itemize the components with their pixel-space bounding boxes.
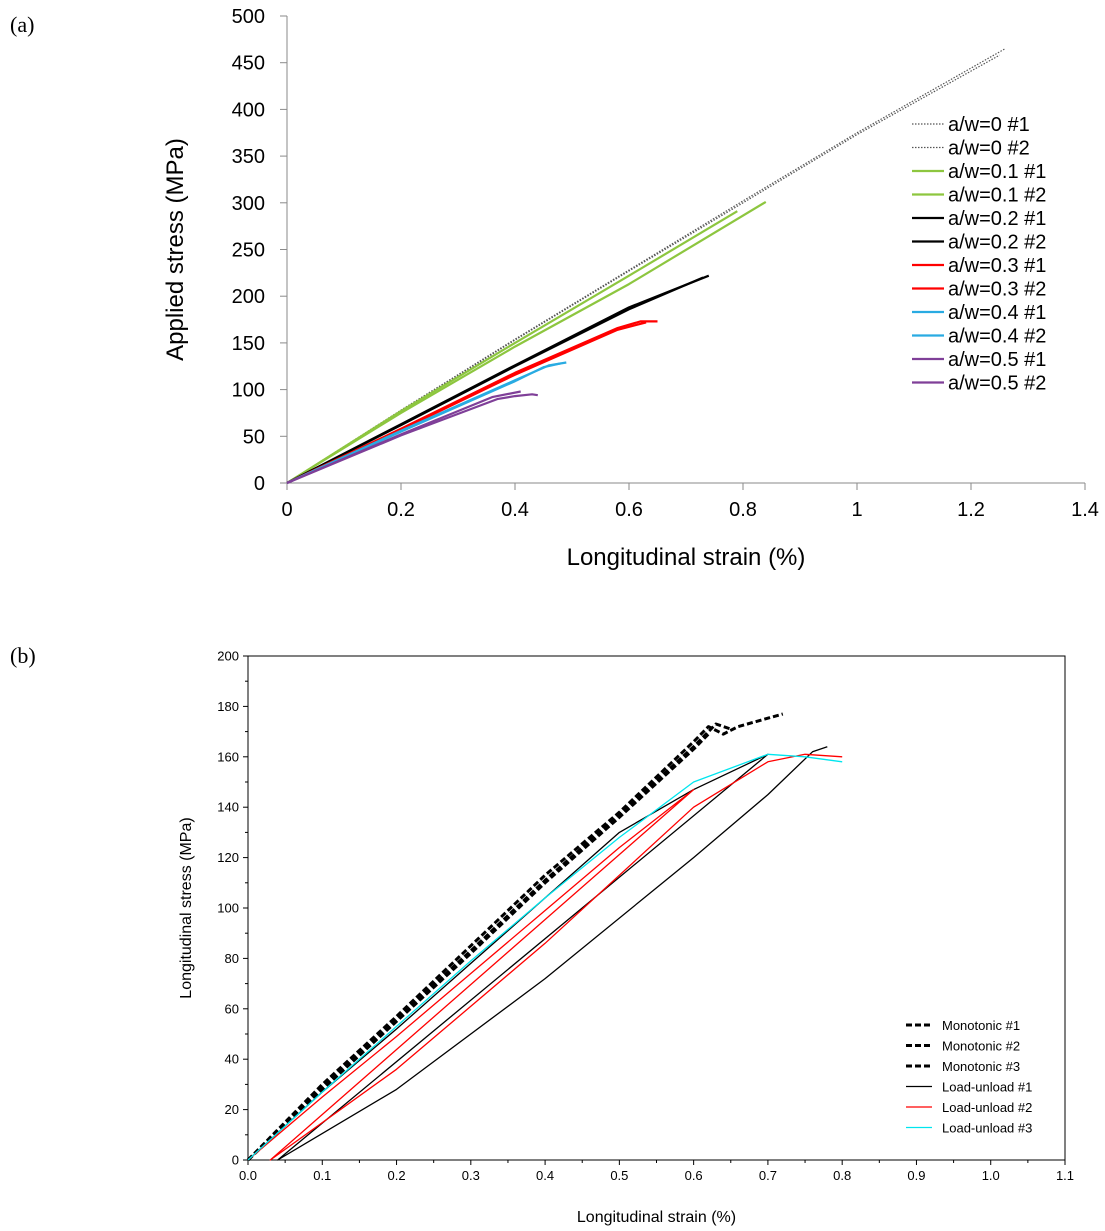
legend-label: a/w=0.3 #2 (948, 279, 1046, 301)
legend-label: Monotonic #1 (942, 1018, 1020, 1033)
series-line-3 (246, 733, 710, 1162)
x-tick-label: 1.1 (1056, 1168, 1074, 1183)
series-line-6 (247, 753, 843, 1161)
y-tick-label: 400 (232, 99, 265, 121)
panel-a-label: (a) (10, 12, 35, 37)
x-axis-title: Longitudinal strain (%) (577, 1209, 736, 1226)
legend-label: Load-unload #2 (942, 1100, 1032, 1115)
x-tick-label: 0.7 (759, 1168, 777, 1183)
y-tick-label: 180 (217, 699, 239, 714)
legend-label: a/w=0.3 #1 (948, 255, 1046, 277)
x-tick-label: 1.4 (1071, 499, 1099, 521)
legend-label: a/w=0 #1 (948, 114, 1030, 136)
y-axis-title: Longitudinal stress (MPa) (178, 817, 195, 998)
legend-label: Monotonic #3 (942, 1059, 1020, 1074)
y-axis-title: Applied stress (MPa) (162, 138, 189, 361)
y-tick-label: 350 (232, 146, 265, 168)
y-tick-label: 20 (225, 1102, 239, 1117)
y-tick-label: 150 (232, 333, 265, 355)
legend-label: Load-unload #3 (942, 1121, 1032, 1136)
x-tick-label: 0.4 (501, 499, 529, 521)
y-tick-label: 200 (232, 286, 265, 308)
legend-label: a/w=0.2 #2 (948, 232, 1046, 254)
series-line-6 (286, 276, 704, 484)
y-tick-label: 100 (217, 901, 239, 916)
x-tick-label: 0.8 (833, 1168, 851, 1183)
series-line-2 (286, 54, 1000, 484)
legend-label: a/w=0.5 #1 (948, 349, 1046, 371)
legend-label: a/w=0.2 #1 (948, 208, 1046, 230)
y-tick-label: 0 (232, 1153, 239, 1168)
series-line-5 (247, 753, 843, 1161)
y-tick-label: 500 (232, 6, 265, 28)
x-tick-label: 0.2 (387, 499, 415, 521)
series-line-4 (247, 746, 828, 1161)
series-line-1 (246, 712, 784, 1162)
y-tick-label: 160 (217, 749, 239, 764)
legend-label: a/w=0 #2 (948, 138, 1030, 160)
x-tick-label: 0.8 (729, 499, 757, 521)
x-tick-label: 0.3 (462, 1168, 480, 1183)
x-tick-label: 0.4 (536, 1168, 554, 1183)
x-tick-label: 0.5 (610, 1168, 628, 1183)
x-tick-label: 0.6 (615, 499, 643, 521)
x-tick-label: 0 (281, 499, 292, 521)
series-line-10 (286, 362, 561, 485)
legend-label: Load-unload #1 (942, 1080, 1032, 1095)
series-line-12 (286, 393, 538, 485)
x-tick-label: 0.1 (313, 1168, 331, 1183)
y-tick-label: 250 (232, 240, 265, 262)
y-tick-label: 300 (232, 193, 265, 215)
x-tick-label: 0.9 (907, 1168, 925, 1183)
x-tick-label: 0.0 (239, 1168, 257, 1183)
y-tick-label: 200 (217, 649, 239, 664)
y-tick-label: 450 (232, 53, 265, 75)
series-line-4 (286, 200, 767, 484)
legend-label: Monotonic #2 (942, 1039, 1020, 1054)
y-tick-label: 120 (217, 850, 239, 865)
y-tick-label: 60 (225, 1001, 239, 1016)
legend-label: a/w=0.4 #2 (948, 326, 1046, 348)
chart-a: 0 50 100 150 200 250 300 350 400 450 500 0 0.2 0.4 0.6… (162, 6, 1099, 571)
x-tick-label: 1.2 (957, 499, 985, 521)
series-line-2 (246, 722, 732, 1162)
x-tick-label: 1 (851, 499, 862, 521)
x-tick-label: 0.6 (685, 1168, 703, 1183)
legend-label: a/w=0.5 #2 (948, 373, 1046, 395)
panel-b-label: (b) (10, 643, 36, 668)
y-tick-label: 80 (225, 951, 239, 966)
legend-label: a/w=0.4 #1 (948, 302, 1046, 324)
y-tick-label: 140 (217, 800, 239, 815)
y-tick-label: 100 (232, 380, 265, 402)
legend-label: a/w=0.1 #2 (948, 185, 1046, 207)
x-tick-label: 1.0 (982, 1168, 1000, 1183)
x-tick-label: 0.2 (388, 1168, 406, 1183)
legend-label: a/w=0.1 #1 (948, 161, 1046, 183)
y-tick-label: 0 (254, 473, 265, 495)
y-tick-label: 50 (243, 426, 265, 448)
x-axis-title: Longitudinal strain (%) (567, 544, 806, 571)
y-tick-label: 40 (225, 1052, 239, 1067)
